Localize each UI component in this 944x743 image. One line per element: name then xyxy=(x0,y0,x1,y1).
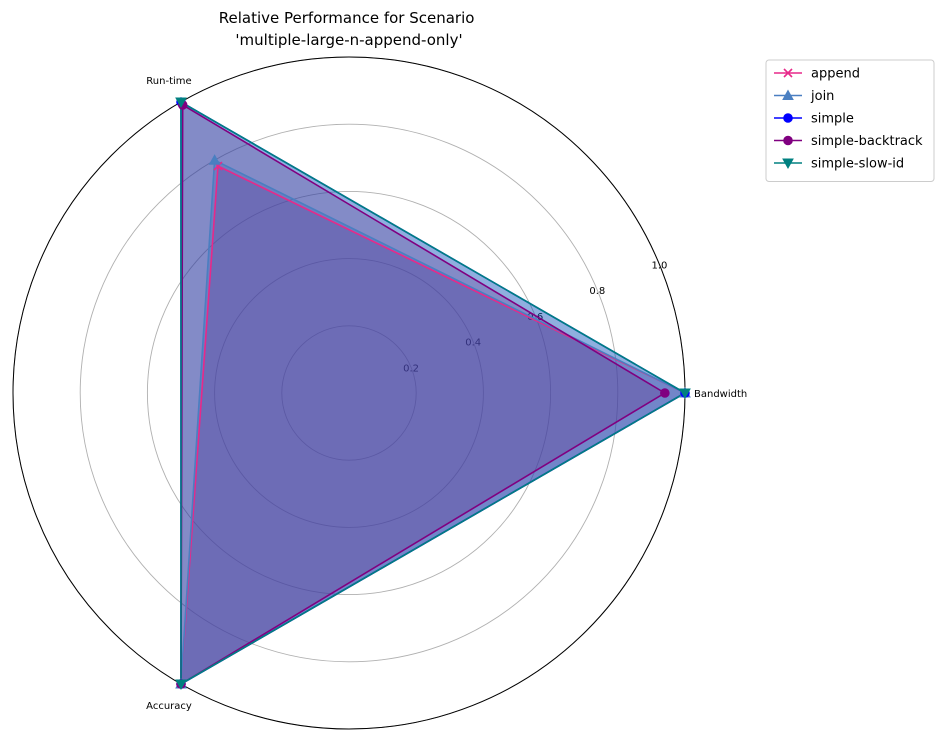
grid-ring-0.2 xyxy=(281,325,417,461)
grid-ring-0.8 xyxy=(79,123,619,663)
chart-title-line-1: Relative Performance for Scenario xyxy=(219,9,475,27)
data-point xyxy=(208,154,221,165)
chart-title: Relative Performance for Scenario 'multi… xyxy=(219,9,479,49)
radial-tick-label: 1.0 xyxy=(651,260,667,271)
series-fill xyxy=(181,104,665,684)
category-label: Run-time xyxy=(146,76,191,87)
series-fill xyxy=(181,160,685,684)
radial-tick-label: 0.8 xyxy=(589,286,605,297)
series-fill xyxy=(181,102,685,684)
legend-frame xyxy=(765,59,935,182)
radial-tick-label: 0.4 xyxy=(465,338,481,349)
series-line xyxy=(180,103,667,686)
fill-layer xyxy=(181,102,685,684)
radial-tick-label: 0.2 xyxy=(403,363,419,374)
radial-tick-label: 0.6 xyxy=(527,312,543,323)
legend-label: simple xyxy=(811,112,854,127)
data-point xyxy=(175,97,187,109)
legend-label: simple-backtrack xyxy=(811,134,923,149)
legend-label: simple-slow-id xyxy=(811,157,904,172)
marker-layer xyxy=(175,97,691,691)
line-layer xyxy=(180,100,687,686)
legend-marker xyxy=(783,113,793,123)
legend-marker xyxy=(782,89,794,100)
data-point xyxy=(679,388,691,400)
series-line xyxy=(180,100,687,686)
legend: append join simple simple-backtrack simple-s… xyxy=(765,59,935,182)
legend-marker xyxy=(782,158,794,170)
series-fill xyxy=(181,102,685,684)
category-label: Accuracy xyxy=(146,701,192,712)
legend-label: join xyxy=(810,89,834,104)
data-point xyxy=(175,679,187,691)
grid-ring-0.6 xyxy=(146,190,552,596)
legend-marker xyxy=(783,135,793,146)
data-point xyxy=(660,388,670,398)
grid-ring-0.4 xyxy=(214,258,484,528)
legend-marker xyxy=(783,68,793,78)
chart-title-line-2: 'multiple-large-n-append-only' xyxy=(235,31,462,49)
series-fill xyxy=(181,166,685,684)
label-layer: Bandwidth Run-time Accuracy xyxy=(146,76,747,712)
legend-label: append xyxy=(811,67,860,82)
category-label: Bandwidth xyxy=(694,389,747,400)
